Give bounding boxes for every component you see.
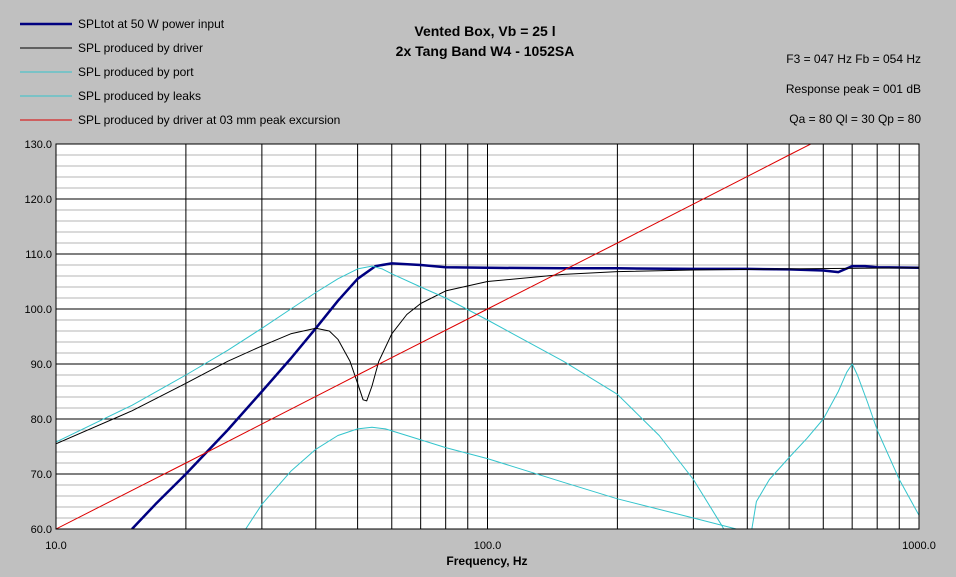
legend-label-spl-port: SPL produced by port: [78, 65, 194, 79]
legend: SPLtot at 50 W power input SPL produced …: [20, 17, 340, 127]
legend-label-spl-leaks: SPL produced by leaks: [78, 89, 201, 103]
info-response-peak: Response peak = 001 dB: [786, 82, 921, 96]
x-tick-label: 10.0: [45, 540, 66, 552]
y-tick-label: 60.0: [31, 524, 52, 536]
x-axis-label: Frequency, Hz: [446, 554, 527, 568]
y-tick-label: 120.0: [24, 194, 52, 206]
x-tick-label: 100.0: [474, 540, 502, 552]
y-tick-label: 110.0: [25, 249, 52, 261]
legend-item-spl-excursion: SPL produced by driver at 03 mm peak exc…: [20, 113, 340, 127]
chart-subtitle: 2x Tang Band W4 - 1052SA: [396, 43, 575, 59]
series-line-spl-leaks-high: [751, 363, 919, 529]
info-q-values: Qa = 80 Ql = 30 Qp = 80: [789, 112, 921, 126]
chart-title: Vented Box, Vb = 25 l: [414, 23, 555, 39]
legend-label-spl-total: SPLtot at 50 W power input: [78, 17, 225, 31]
legend-item-spl-port: SPL produced by port: [20, 65, 194, 79]
series-line-spl-total: [131, 262, 919, 529]
y-tick-label: 80.0: [31, 414, 52, 426]
y-axis-tick-labels: 60.0 70.0 80.0 90.0 100.0 110.0 120.0 130.0: [24, 139, 52, 536]
y-tick-label: 130.0: [24, 139, 52, 151]
y-tick-label: 70.0: [31, 469, 52, 481]
series-line-spl-port: [56, 265, 725, 529]
legend-label-spl-excursion: SPL produced by driver at 03 mm peak exc…: [78, 113, 340, 127]
legend-item-spl-driver: SPL produced by driver: [20, 41, 203, 55]
plot-border: [55, 143, 920, 530]
x-tick-label: 1000.0: [902, 540, 936, 552]
legend-item-spl-total: SPLtot at 50 W power input: [20, 17, 225, 31]
y-tick-label: 100.0: [24, 304, 52, 316]
series-line-spl-excursion: [56, 144, 812, 529]
grid-lines: [56, 143, 919, 530]
legend-item-spl-leaks: SPL produced by leaks: [20, 89, 201, 103]
series-line-spl-leaks: [245, 426, 739, 529]
data-curves: [56, 144, 919, 529]
series-line-spl-driver: [56, 267, 919, 445]
legend-label-spl-driver: SPL produced by driver: [78, 41, 203, 55]
info-f3-fb: F3 = 047 Hz Fb = 054 Hz: [786, 52, 921, 66]
x-axis-tick-labels: 10.0 100.0 1000.0: [45, 540, 936, 552]
y-tick-label: 90.0: [31, 359, 52, 371]
